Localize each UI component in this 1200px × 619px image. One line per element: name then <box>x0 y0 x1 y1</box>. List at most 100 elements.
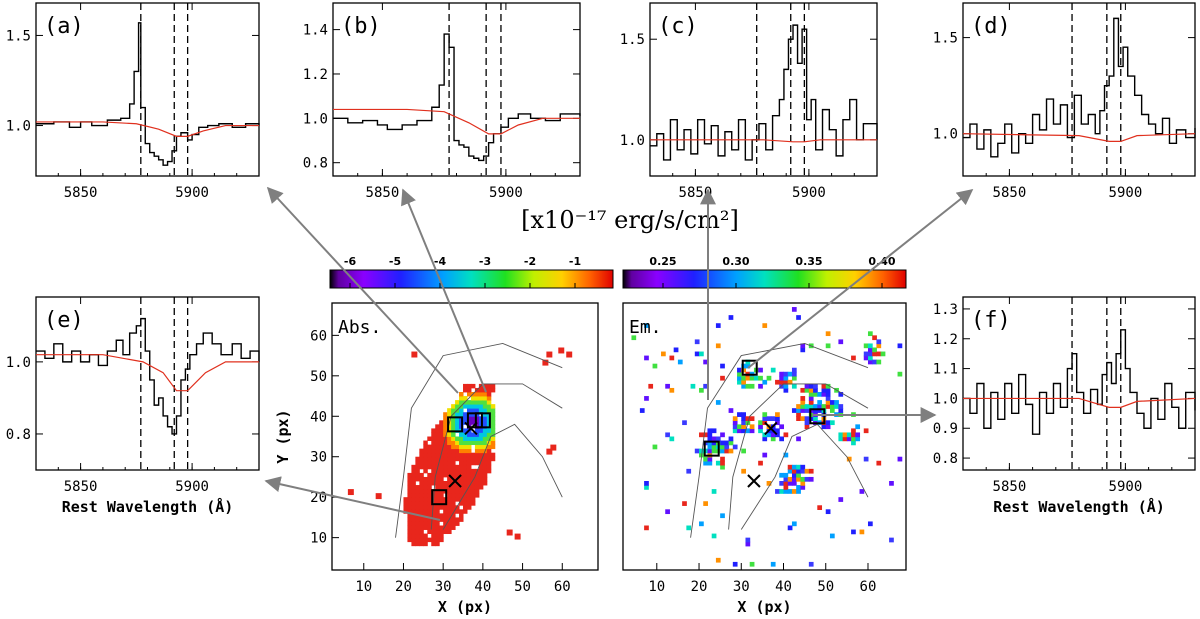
map-pixel <box>427 444 432 450</box>
map-pixel <box>447 436 452 441</box>
map-pixel <box>466 456 472 462</box>
nucleus-cross <box>764 421 778 436</box>
map-pixel <box>451 525 456 530</box>
map-pixel <box>415 505 420 510</box>
map-pixel <box>447 525 452 530</box>
map-pixel <box>749 424 755 430</box>
map-pixel <box>451 420 456 425</box>
map-pixel <box>423 505 428 510</box>
map-pixel <box>466 404 472 409</box>
map-pixel <box>783 485 789 490</box>
map-pixel <box>403 505 408 510</box>
map-pixel <box>447 521 452 526</box>
map-pixel <box>482 432 488 437</box>
map-pixel <box>439 493 444 498</box>
map-pixel <box>466 452 472 458</box>
map-pixel <box>419 476 424 482</box>
map-pixel <box>411 505 416 510</box>
map-pixel <box>443 485 448 490</box>
map-pixel <box>443 529 448 535</box>
map-pixel <box>486 436 492 441</box>
map-pixel <box>427 525 432 530</box>
map-pixel <box>478 472 484 478</box>
map-pixel <box>451 521 456 526</box>
map-pixel <box>478 444 484 450</box>
map-pixel <box>478 485 484 490</box>
map-pixel <box>720 456 725 462</box>
map-pixel <box>796 472 801 478</box>
map-pixel <box>889 537 894 543</box>
map-pixel <box>466 460 472 466</box>
map-pixel <box>550 444 557 451</box>
map-pixel <box>770 561 776 567</box>
map-pixel <box>427 472 432 478</box>
map-pixel <box>459 472 464 478</box>
map-pixel <box>490 412 496 417</box>
map-pixel <box>431 521 436 526</box>
map-pixel <box>427 505 432 510</box>
map-pixel <box>431 509 436 514</box>
map-pixel <box>439 420 444 425</box>
map-pixel <box>443 416 448 421</box>
map-pixel <box>443 432 448 437</box>
map-pixel <box>439 517 444 522</box>
map-pixel <box>463 476 468 482</box>
map-pixel <box>443 464 448 470</box>
map-pixel <box>411 525 416 530</box>
map-pixel <box>813 392 818 397</box>
map-pixel <box>419 521 424 526</box>
map-pixel <box>407 472 412 478</box>
map-pixel <box>863 351 869 357</box>
map-pixel <box>455 424 460 429</box>
map-pixel <box>439 440 444 446</box>
map-pixel <box>459 489 464 494</box>
map-pixel <box>466 505 472 510</box>
map-pixel <box>423 493 428 498</box>
map-pixel <box>463 436 468 441</box>
map-pixel <box>451 460 456 466</box>
map-pixel <box>439 525 444 530</box>
map-pixel <box>880 351 886 357</box>
model-line <box>962 133 1196 142</box>
map-pixel <box>439 424 444 429</box>
map-pixel <box>787 481 793 486</box>
map-pixel <box>737 424 742 430</box>
map-pixel <box>804 416 810 421</box>
map-pixel <box>466 416 472 421</box>
map-pixel <box>427 513 432 518</box>
model-line <box>963 397 1196 408</box>
map-pixel <box>415 472 420 478</box>
map-pixel <box>741 416 746 421</box>
map-pixel <box>897 343 903 349</box>
map-pixel <box>490 408 496 413</box>
map-pixel <box>817 392 823 397</box>
map-pixel <box>889 481 894 486</box>
map-pixel <box>459 517 464 522</box>
map-pixel <box>490 404 496 409</box>
map-pixel <box>427 489 432 494</box>
map-pixel <box>435 452 440 458</box>
map-pixel <box>699 387 704 393</box>
map-pixel <box>482 436 488 441</box>
map-pixel <box>732 420 738 426</box>
map-pixel <box>447 481 452 486</box>
map-pixel <box>728 436 734 442</box>
map-pixel <box>435 436 440 441</box>
y-tick-label: 1.0 <box>620 133 645 149</box>
map-pixel <box>644 525 649 531</box>
map-pixel <box>486 392 492 397</box>
map-pixel <box>707 436 713 442</box>
map-pixel <box>419 501 424 506</box>
map-pixel <box>447 529 452 535</box>
map-pixel <box>423 489 428 494</box>
map-pixel <box>427 517 432 522</box>
map-pixel <box>474 452 480 458</box>
map-pixel <box>796 315 801 320</box>
map-pixel <box>796 468 801 474</box>
plot-frame <box>649 2 878 177</box>
map-pixel <box>415 476 420 482</box>
plot-frame <box>962 2 1196 177</box>
map-pixel <box>455 420 460 425</box>
map-pixel <box>407 529 412 535</box>
map-pixel <box>808 383 814 389</box>
